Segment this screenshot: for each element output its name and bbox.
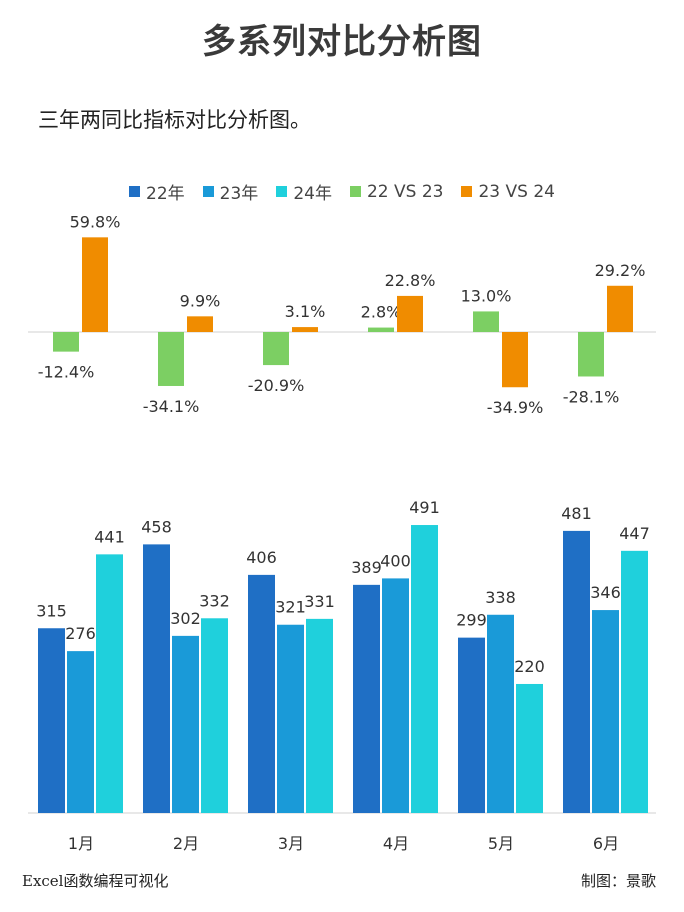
bottom-label-23-4: 400 <box>380 551 411 570</box>
legend-swatch-22vs23 <box>349 186 361 197</box>
top-label-22vs23-6: -28.1% <box>563 387 620 406</box>
legend-label-22: 22年 <box>146 184 185 204</box>
chart-subtitle: 三年两同比指标对比分析图。 <box>38 108 311 132</box>
bottom-label-24-3: 331 <box>304 592 335 611</box>
bottom-label-22-3: 406 <box>246 548 277 567</box>
bottom-bar-23-3 <box>277 624 304 813</box>
top-label-23vs24-3: 3.1% <box>285 302 326 321</box>
bottom-bar-22-3 <box>248 574 275 813</box>
bottom-label-22-5: 299 <box>456 611 487 630</box>
chart-title: 多系列对比分析图 <box>202 22 482 62</box>
top-bar-23vs24-5 <box>502 332 528 388</box>
top-label-22vs23-3: -20.9% <box>248 376 305 395</box>
legend-label-22vs23: 22 VS 23 <box>366 181 444 202</box>
x-tick-1: 1月 <box>68 834 94 853</box>
legend-label-24: 24年 <box>293 184 332 204</box>
top-label-23vs24-1: 59.8% <box>70 212 121 231</box>
legend-item-23vs24: 23 VS 24 <box>461 182 555 202</box>
top-label-22vs23-5: 13.0% <box>461 286 512 305</box>
bottom-bar-22-2 <box>143 544 170 813</box>
bottom-bar-24-5 <box>516 683 543 813</box>
legend-swatch-23 <box>202 186 214 197</box>
bottom-label-22-2: 458 <box>141 517 172 536</box>
legend-label-23vs24: 23 VS 24 <box>478 181 555 202</box>
top-label-23vs24-6: 29.2% <box>595 261 646 280</box>
top-label-23vs24-4: 22.8% <box>385 271 436 290</box>
bottom-label-24-4: 491 <box>409 498 440 517</box>
bottom-bar-24-2 <box>201 618 228 813</box>
bottom-bar-22-6 <box>563 530 590 813</box>
top-bar-22vs23-5 <box>473 311 499 332</box>
bottom-label-23-2: 302 <box>170 609 201 628</box>
bottom-label-24-6: 447 <box>619 524 650 543</box>
x-tick-2: 2月 <box>173 834 199 853</box>
top-label-22vs23-4: 2.8% <box>361 303 402 322</box>
top-label-22vs23-2: -34.1% <box>143 397 200 416</box>
legend-swatch-22 <box>129 186 141 197</box>
top-bar-23vs24-4 <box>397 295 423 332</box>
x-tick-3: 3月 <box>278 834 304 853</box>
legend-swatch-23vs24 <box>461 186 473 197</box>
bottom-bar-24-6 <box>621 550 648 813</box>
bottom-label-22-4: 389 <box>351 558 382 577</box>
top-bar-22vs23-1 <box>53 332 79 352</box>
bottom-bar-24-3 <box>306 618 333 813</box>
top-bar-23vs24-1 <box>82 237 108 332</box>
bottom-label-22-6: 481 <box>561 504 592 523</box>
bottom-label-24-1: 441 <box>94 527 125 546</box>
bottom-bar-22-5 <box>458 637 485 813</box>
legend: 22年 23年 24年 22 VS 23 23 VS 24 <box>0 179 684 204</box>
bottom-label-24-5: 220 <box>514 657 545 676</box>
x-tick-6: 6月 <box>593 834 619 853</box>
bottom-label-23-5: 338 <box>485 588 516 607</box>
legend-item-24: 24年 <box>276 179 332 204</box>
bottom-bar-23-4 <box>382 578 409 813</box>
bottom-bar-23-5 <box>487 614 514 813</box>
bottom-label-22-1: 315 <box>36 601 67 620</box>
bottom-bar-22-1 <box>38 628 65 813</box>
bottom-bar-22-4 <box>353 584 380 813</box>
top-label-22vs23-1: -12.4% <box>38 363 95 382</box>
legend-swatch-24 <box>276 186 288 197</box>
footer-author: 制图：景歌 <box>580 872 656 890</box>
bottom-label-23-3: 321 <box>275 598 306 617</box>
x-tick-5: 5月 <box>488 834 514 853</box>
bottom-label-23-6: 346 <box>590 583 621 602</box>
bottom-bar-24-4 <box>411 525 438 813</box>
top-label-23vs24-2: 9.9% <box>180 291 221 310</box>
legend-item-22: 22年 <box>129 179 185 204</box>
bottom-label-23-1: 276 <box>65 624 96 643</box>
x-tick-4: 4月 <box>383 834 409 853</box>
top-label-23vs24-5: -34.9% <box>487 398 544 417</box>
top-bar-22vs23-3 <box>263 332 289 366</box>
legend-item-23: 23年 <box>202 179 259 204</box>
top-bar-22vs23-2 <box>158 332 184 386</box>
top-bar-23vs24-2 <box>187 316 213 332</box>
legend-item-22vs23: 22 VS 23 <box>349 181 444 202</box>
footer-source: Excel函数编程可视化 <box>22 872 169 890</box>
bottom-label-24-2: 332 <box>199 591 230 610</box>
legend-label-23: 23年 <box>219 184 259 204</box>
top-bar-22vs23-6 <box>578 332 604 377</box>
bottom-bar-23-2 <box>172 635 199 813</box>
top-bar-23vs24-3 <box>292 327 318 332</box>
top-bar-22vs23-4 <box>368 327 394 332</box>
bottom-bar-23-1 <box>67 651 94 813</box>
top-bar-23vs24-6 <box>607 285 633 332</box>
bottom-bar-24-1 <box>96 554 123 813</box>
bottom-bar-23-6 <box>592 610 619 813</box>
